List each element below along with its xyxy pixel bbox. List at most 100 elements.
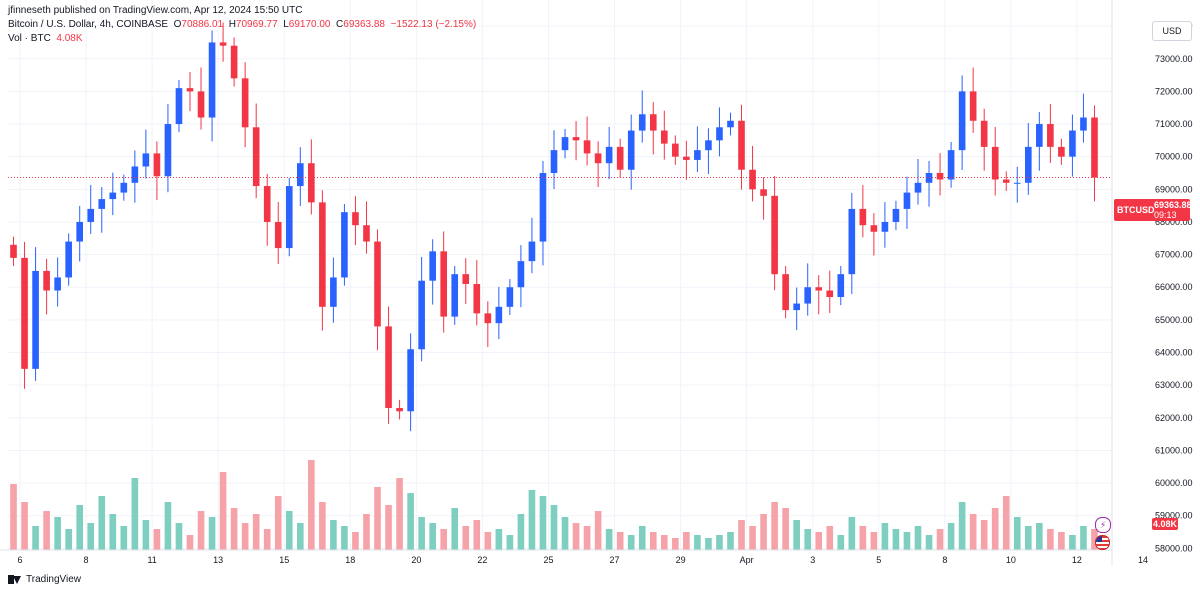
volume-bar: [10, 484, 17, 550]
candle-body: [627, 130, 635, 170]
candle-body: [1013, 182, 1021, 184]
volume-bar: [263, 529, 271, 550]
time-axis[interactable]: 6 8 11 13 15 18 20 22 25 27 29 Apr 3 5 8 10 12 14: [17, 555, 1148, 565]
candle-body: [991, 146, 999, 180]
candlesticks: [10, 22, 1098, 432]
candle-body: [319, 202, 326, 307]
candle-body: [208, 42, 216, 118]
candle-body: [572, 137, 580, 141]
volume-bar: [54, 517, 61, 550]
ohlc-high: H70969.77: [228, 19, 278, 30]
candle-body: [771, 195, 778, 275]
volume-bar: [947, 523, 955, 550]
volume-bar: [694, 535, 701, 550]
candle-body: [749, 169, 756, 190]
candle-body: [782, 274, 789, 311]
candle-body: [451, 274, 459, 317]
ohlc-low: L69170.00: [283, 19, 331, 30]
volume-bar: [881, 523, 889, 550]
price-tick-label: 60000.00: [1155, 478, 1193, 488]
price-tick-label: 70000.00: [1155, 152, 1193, 162]
candle-body: [285, 186, 293, 249]
volume-bar: [506, 535, 514, 550]
currency-button[interactable]: USD: [1152, 21, 1192, 41]
legend-main: Bitcoin / U.S. Dollar, 4h, COINBASE O708…: [8, 18, 476, 32]
candle-body: [385, 326, 392, 409]
candle-body: [727, 120, 734, 128]
price-tick-label: 58000.00: [1155, 543, 1193, 553]
volume-bar: [32, 526, 39, 550]
candle-body: [76, 221, 84, 242]
candle-body: [936, 172, 944, 180]
volume-bar: [903, 532, 911, 550]
us-flag-icon[interactable]: [1095, 535, 1110, 550]
lightning-icon[interactable]: ⚡: [1095, 517, 1111, 533]
volume-bar: [683, 532, 690, 550]
time-tick-label: Apr: [740, 555, 754, 565]
candle-body: [804, 287, 812, 304]
candle-body: [605, 146, 613, 164]
price-axis[interactable]: 74000.0073000.0072000.0071000.0070000.00…: [1155, 21, 1193, 553]
candle-body: [815, 287, 823, 291]
candle-body: [793, 303, 800, 311]
volume-bar: [969, 514, 977, 550]
volume-bar: [43, 511, 50, 550]
candle-body: [1080, 117, 1087, 131]
volume-bar: [319, 502, 326, 550]
candle-body: [374, 241, 381, 327]
volume-bar: [484, 532, 492, 550]
volume-bar: [550, 505, 558, 550]
candle-body: [958, 91, 966, 151]
volume-bar: [429, 523, 436, 550]
candle-body: [870, 225, 878, 232]
volume-bar: [120, 526, 128, 550]
candle-body: [396, 408, 403, 412]
volume-bar: [705, 538, 712, 550]
volume-bar: [208, 517, 216, 550]
candle-body: [705, 140, 712, 151]
candle-body: [418, 280, 425, 350]
candle-body: [947, 150, 955, 180]
price-tag-price: 69363.88: [1154, 200, 1192, 210]
price-tick-label: 65000.00: [1155, 315, 1193, 325]
candle-body: [1069, 130, 1076, 157]
candle-body: [594, 153, 602, 164]
time-tick-label: 14: [1138, 555, 1148, 565]
time-tick-label: 8: [84, 555, 89, 565]
price-tick-label: 72000.00: [1155, 86, 1193, 96]
price-tick-label: 68000.00: [1155, 217, 1193, 227]
volume-bar: [495, 529, 503, 550]
volume-bar: [451, 508, 459, 550]
time-tick-label: 27: [610, 555, 620, 565]
time-tick-label: 11: [147, 555, 156, 565]
candle-body: [539, 172, 547, 242]
price-tag-symbol: BTCUSD: [1117, 205, 1155, 215]
price-tick-label: 69000.00: [1155, 184, 1193, 194]
volume-bar: [109, 514, 117, 550]
candle-body: [330, 277, 337, 307]
time-tick-label: 5: [876, 555, 881, 565]
volume-bar: [958, 502, 966, 550]
volume-value: 4.08K: [56, 33, 83, 44]
volume-bar: [528, 490, 536, 550]
tradingview-logo-icon: [8, 575, 22, 584]
grid-lines: [8, 0, 1112, 550]
candle-body: [760, 189, 767, 196]
candle-body: [980, 120, 988, 147]
candle-body: [142, 153, 150, 167]
time-tick-label: 3: [810, 555, 815, 565]
candle-body: [1091, 117, 1098, 178]
volume-bar: [175, 523, 183, 550]
time-tick-label: 10: [1006, 555, 1016, 565]
volume-bar: [1002, 496, 1010, 550]
candle-body: [274, 221, 282, 249]
volume-bar: [296, 523, 304, 550]
volume-bar: [1058, 532, 1065, 550]
time-tick-label: 18: [345, 555, 355, 565]
candle-body: [175, 88, 183, 125]
chart-header: jfinneseth published on TradingView.com,…: [8, 4, 476, 46]
volume-bar: [197, 511, 205, 550]
price-tick-label: 61000.00: [1155, 445, 1193, 455]
